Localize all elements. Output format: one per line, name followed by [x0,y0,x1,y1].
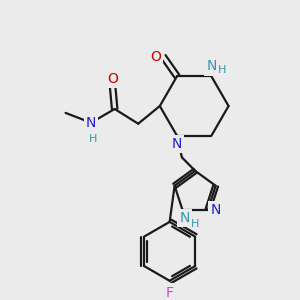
Text: N: N [211,203,221,217]
Text: H: H [191,219,200,229]
Text: N: N [179,211,190,225]
Text: H: H [89,134,97,143]
Text: F: F [166,286,174,300]
Text: O: O [150,50,161,64]
Text: N: N [86,116,96,130]
Text: N: N [206,59,217,74]
Text: H: H [218,65,226,75]
Text: O: O [107,71,118,85]
Text: N: N [172,136,182,151]
